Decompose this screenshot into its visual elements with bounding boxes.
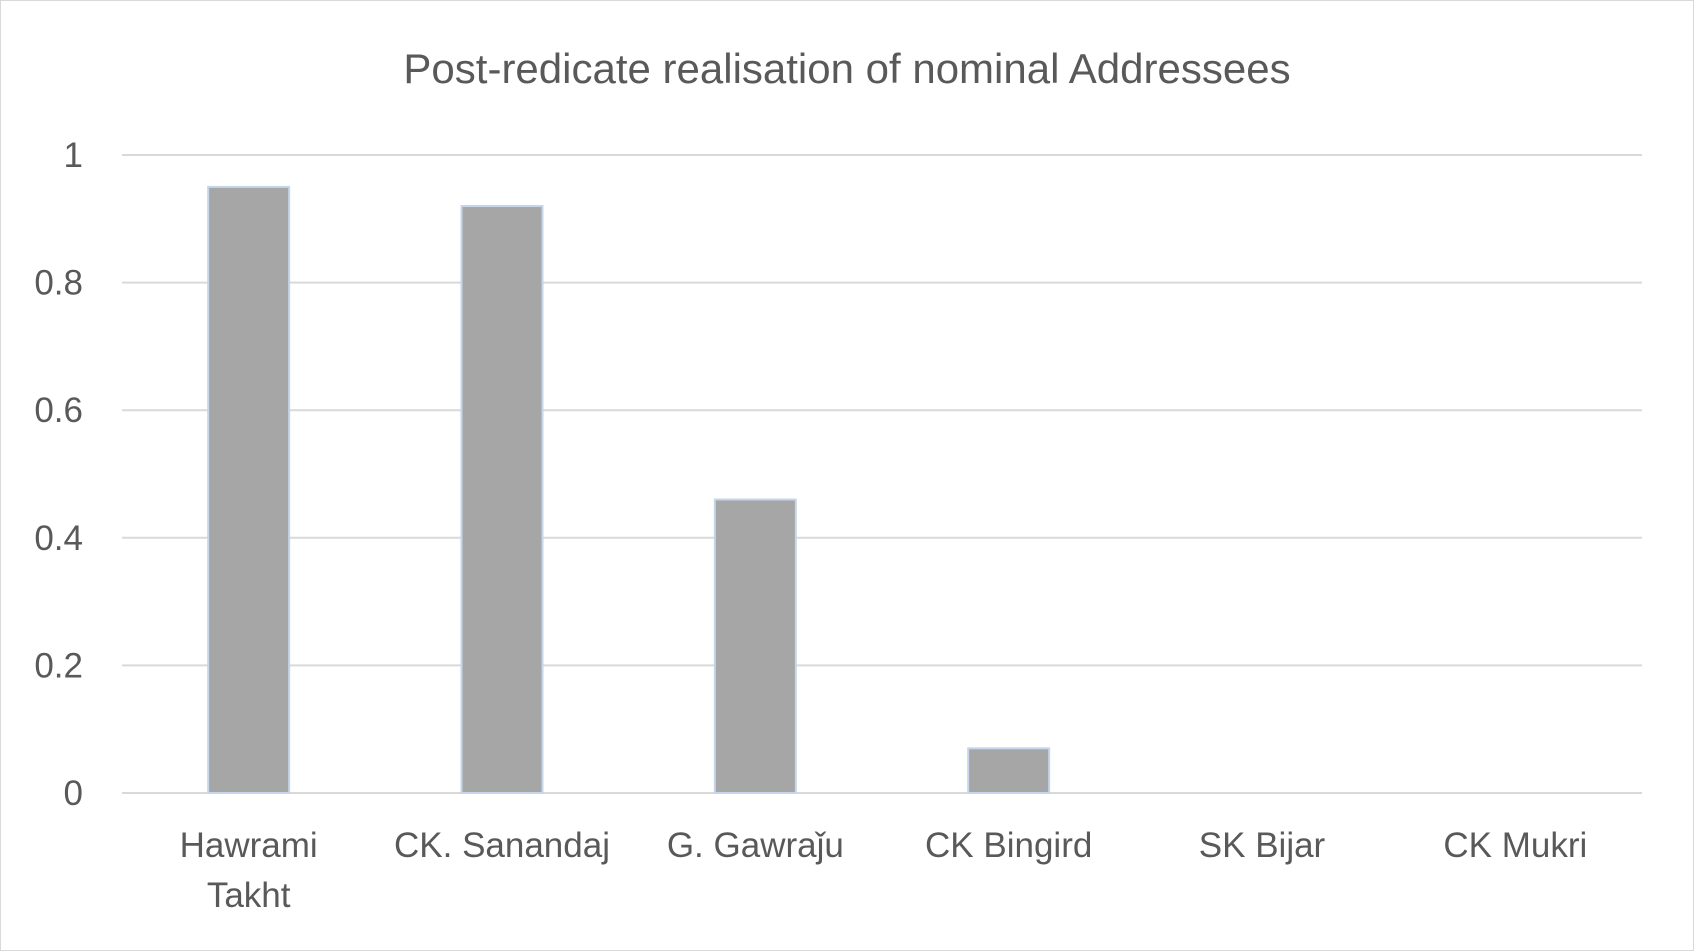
bar [207, 185, 291, 794]
bar [967, 747, 1051, 795]
bars [207, 185, 1051, 795]
y-tick-label: 0.4 [34, 519, 83, 558]
gridlines [122, 154, 1642, 794]
y-axis-tick-labels: 0 0.2 0.4 0.6 0.8 1 [34, 136, 83, 813]
y-tick-label: 0.2 [34, 646, 83, 685]
x-category-label: Hawrami Takht [180, 826, 318, 915]
y-tick-label: 1 [64, 136, 83, 175]
x-category-label: CK Mukri [1443, 826, 1587, 865]
x-category-label: G. Gawraǰu [667, 826, 844, 865]
bar [460, 205, 544, 795]
x-category-label: CK Bingird [925, 826, 1092, 865]
x-category-label: SK Bijar [1199, 826, 1326, 865]
x-category-label: CK. Sanandaj [394, 826, 610, 865]
y-tick-label: 0 [64, 774, 83, 813]
y-tick-label: 0.8 [34, 264, 83, 303]
x-axis-category-labels: Hawrami Takht CK. Sanandaj G. Gawraǰu CK Bin… [180, 826, 1588, 915]
bar [713, 498, 797, 794]
chart-title: Post-redicate realisation of nominal Add… [403, 45, 1290, 92]
y-tick-label: 0.6 [34, 391, 83, 430]
